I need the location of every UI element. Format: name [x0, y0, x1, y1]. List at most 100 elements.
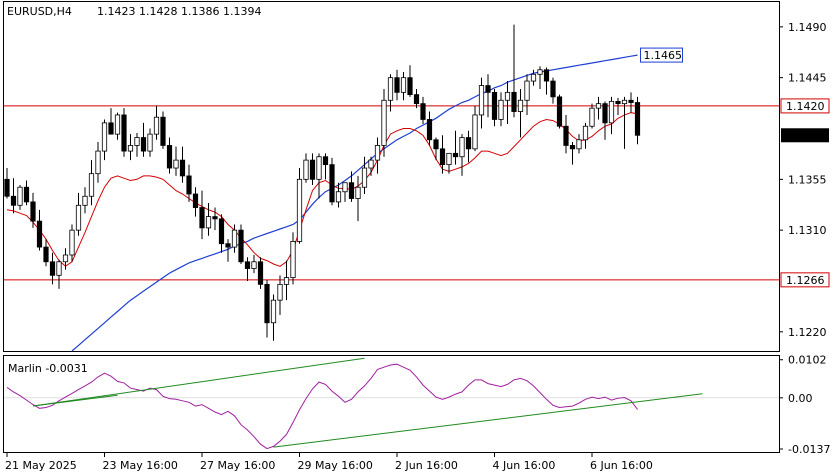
candle-body[interactable]	[218, 218, 225, 245]
candle-body[interactable]	[381, 99, 387, 146]
candle-body[interactable]	[244, 261, 251, 269]
candle-body[interactable]	[543, 69, 550, 82]
candle-body[interactable]	[160, 116, 166, 146]
candle-body[interactable]	[439, 148, 446, 166]
candle-body[interactable]	[582, 125, 589, 141]
candle-body[interactable]	[121, 114, 127, 152]
candle-body[interactable]	[374, 145, 381, 161]
candle-body[interactable]	[413, 94, 420, 105]
candle-body[interactable]	[420, 103, 426, 120]
candle-body[interactable]	[296, 178, 303, 242]
candle-body[interactable]	[127, 145, 134, 152]
candle-body[interactable]	[186, 175, 192, 195]
candle-body[interactable]	[368, 159, 374, 169]
candle-body[interactable]	[342, 182, 348, 193]
candle-body[interactable]	[498, 99, 504, 120]
candle-body[interactable]	[602, 103, 608, 124]
candle-body[interactable]	[62, 254, 69, 263]
candle-body[interactable]	[4, 178, 10, 197]
candle-body[interactable]	[114, 114, 121, 135]
candle-body[interactable]	[257, 261, 264, 285]
candle-body[interactable]	[69, 229, 75, 256]
candle-body[interactable]	[316, 156, 322, 180]
candle-body[interactable]	[192, 193, 199, 208]
candle-body[interactable]	[621, 99, 628, 105]
candle-body[interactable]	[309, 159, 316, 180]
candle-body[interactable]	[134, 137, 140, 146]
candle-body[interactable]	[43, 246, 49, 263]
candle-body[interactable]	[49, 261, 56, 276]
candle-body[interactable]	[30, 201, 36, 222]
candle-body[interactable]	[251, 261, 257, 269]
candle-body[interactable]	[153, 116, 160, 135]
candle-body[interactable]	[517, 99, 524, 112]
candle-body[interactable]	[400, 77, 407, 93]
candle-body[interactable]	[335, 191, 342, 203]
candle-body[interactable]	[485, 85, 491, 93]
candle-body[interactable]	[303, 159, 309, 180]
candle-body[interactable]	[537, 69, 543, 75]
candle-body[interactable]	[355, 186, 361, 199]
candle-body[interactable]	[290, 241, 296, 278]
candle-body[interactable]	[491, 91, 498, 120]
candle-body[interactable]	[387, 77, 394, 101]
candle-body[interactable]	[472, 114, 478, 150]
candle-body[interactable]	[88, 173, 95, 197]
candle-body[interactable]	[231, 229, 238, 248]
candle-body[interactable]	[108, 122, 114, 135]
candle-body[interactable]	[75, 204, 82, 231]
oscillator-line[interactable]	[6, 363, 638, 450]
candle-body[interactable]	[10, 195, 17, 206]
candle-body[interactable]	[511, 91, 517, 112]
candle-body[interactable]	[140, 137, 147, 152]
candle-body[interactable]	[322, 156, 329, 166]
candle-body[interactable]	[569, 145, 576, 150]
candle-body[interactable]	[361, 167, 368, 188]
candle-body[interactable]	[563, 125, 569, 146]
candle-body[interactable]	[459, 137, 465, 158]
candle-body[interactable]	[504, 91, 511, 101]
candle-body[interactable]	[212, 216, 218, 220]
candle-body[interactable]	[524, 80, 530, 101]
candle-body[interactable]	[283, 277, 290, 285]
candle-body[interactable]	[225, 243, 231, 248]
candle-body[interactable]	[264, 283, 270, 324]
candle-body[interactable]	[465, 137, 472, 150]
candle-body[interactable]	[628, 99, 634, 103]
candle-body[interactable]	[550, 80, 556, 98]
candle-body[interactable]	[608, 100, 615, 124]
candle-body[interactable]	[23, 186, 30, 203]
candle-body[interactable]	[173, 159, 179, 169]
candle-body[interactable]	[238, 229, 244, 263]
candle-body[interactable]	[205, 216, 212, 229]
candle-body[interactable]	[82, 195, 88, 206]
candle-body[interactable]	[166, 145, 173, 169]
candle-body[interactable]	[530, 73, 537, 82]
candle-body[interactable]	[634, 102, 641, 136]
candle-body[interactable]	[615, 100, 621, 105]
candle-body[interactable]	[36, 220, 43, 248]
candle-body[interactable]	[17, 186, 23, 206]
candle-body[interactable]	[179, 159, 186, 177]
candle-body[interactable]	[595, 103, 602, 109]
candle-body[interactable]	[101, 122, 108, 152]
candle-body[interactable]	[56, 261, 62, 276]
candle-body[interactable]	[446, 152, 452, 166]
candle-body[interactable]	[147, 133, 153, 152]
candle-body[interactable]	[576, 139, 582, 150]
trendline[interactable]	[32, 357, 365, 407]
candle-body[interactable]	[589, 107, 595, 127]
trendline[interactable]	[32, 394, 118, 407]
candle-body[interactable]	[478, 85, 485, 116]
candle-body[interactable]	[348, 182, 355, 199]
candle-body[interactable]	[433, 139, 439, 150]
candle-body[interactable]	[407, 77, 413, 96]
candle-body[interactable]	[95, 150, 101, 175]
candle-body[interactable]	[270, 299, 277, 324]
candle-body[interactable]	[199, 207, 205, 229]
candle-body[interactable]	[452, 152, 459, 158]
candle-body[interactable]	[426, 119, 433, 141]
candle-body[interactable]	[329, 164, 335, 203]
trendline[interactable]	[273, 393, 703, 448]
